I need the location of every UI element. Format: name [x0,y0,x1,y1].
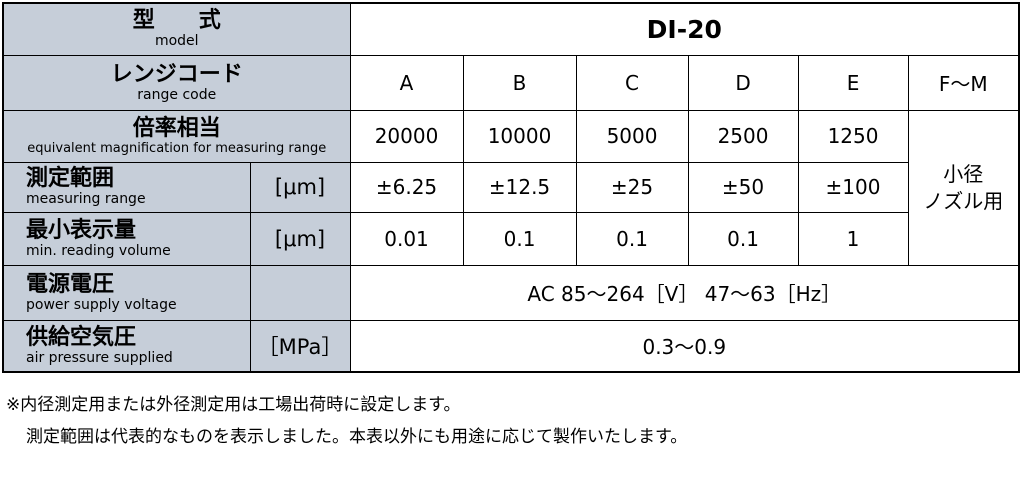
label-ja: 倍率相当 [132,115,221,141]
model-cell: DI-20 [349,2,1020,56]
label-ja: 測定範囲 [26,166,115,191]
cell: 0.1 [462,211,577,266]
cell: ±50 [687,161,799,213]
cell: 小径 ノズル用 [907,109,1020,266]
cell: 0.01 [349,211,464,266]
label-ja: 電源電圧 [26,271,115,297]
row-label: 倍率相当 equivalent magnification for measuri… [2,109,351,163]
label-ja: 最小表示量 [26,217,137,243]
cell: F〜M [907,54,1020,111]
cell: ±6.25 [349,161,464,213]
cell: D [687,54,799,111]
label-ja: 供給空気圧 [26,324,137,350]
row-label: 測定範囲 measuring range [2,161,251,213]
row-label: 最小表示量 min. reading volume [2,211,251,266]
label-en: power supply voltage [26,296,177,313]
cell: ±100 [797,161,909,213]
cell: E [797,54,909,111]
cell: B [462,54,577,111]
label-en: air pressure supplied [26,349,173,366]
spec-table-wrap: 型 式 model DI-20 レンジコード range code A B C D … [2,2,1021,373]
spec-table: 型 式 model DI-20 レンジコード range code A B C D … [2,2,1021,373]
cell: A [349,54,464,111]
label-en: equivalent magnification for measuring r… [27,140,327,156]
row-label: 供給空気圧 air pressure supplied [2,319,251,373]
note: 測定範囲は代表的なものを表示しました。本表以外にも用途に応じて製作いたします。 [26,427,688,447]
cell: 20000 [349,109,464,163]
cell: C [575,54,689,111]
note: ※内径測定用または外径測定用は工場出荷時に設定します。 [6,395,461,415]
label-en: model [154,33,199,50]
unit: [μm] [249,161,351,213]
row-label: 電源電圧 power supply voltage [2,264,251,321]
unit: [μm] [249,211,351,266]
label-ja: レンジコード [110,61,243,87]
cell: ±12.5 [462,161,577,213]
cell: 1250 [797,109,909,163]
cell: 5000 [575,109,689,163]
cell: 0.1 [575,211,689,266]
row-label: 型 式 model [2,2,351,56]
cell: ±25 [575,161,689,213]
row-label: レンジコード range code [2,54,351,111]
cell: 10000 [462,109,577,163]
label-ja: 型 式 [132,8,221,34]
unit: ［MPa］ [249,319,351,373]
unit [249,264,351,321]
cell: 2500 [687,109,799,163]
label-en: measuring range [26,191,146,207]
cell: 1 [797,211,909,266]
label-en: min. reading volume [26,242,171,259]
cell: 0.3〜0.9 [349,319,1020,373]
cell: 0.1 [687,211,799,266]
cell: AC 85〜264［V］ 47〜63［Hz］ [349,264,1020,321]
label-en: range code [137,86,217,103]
